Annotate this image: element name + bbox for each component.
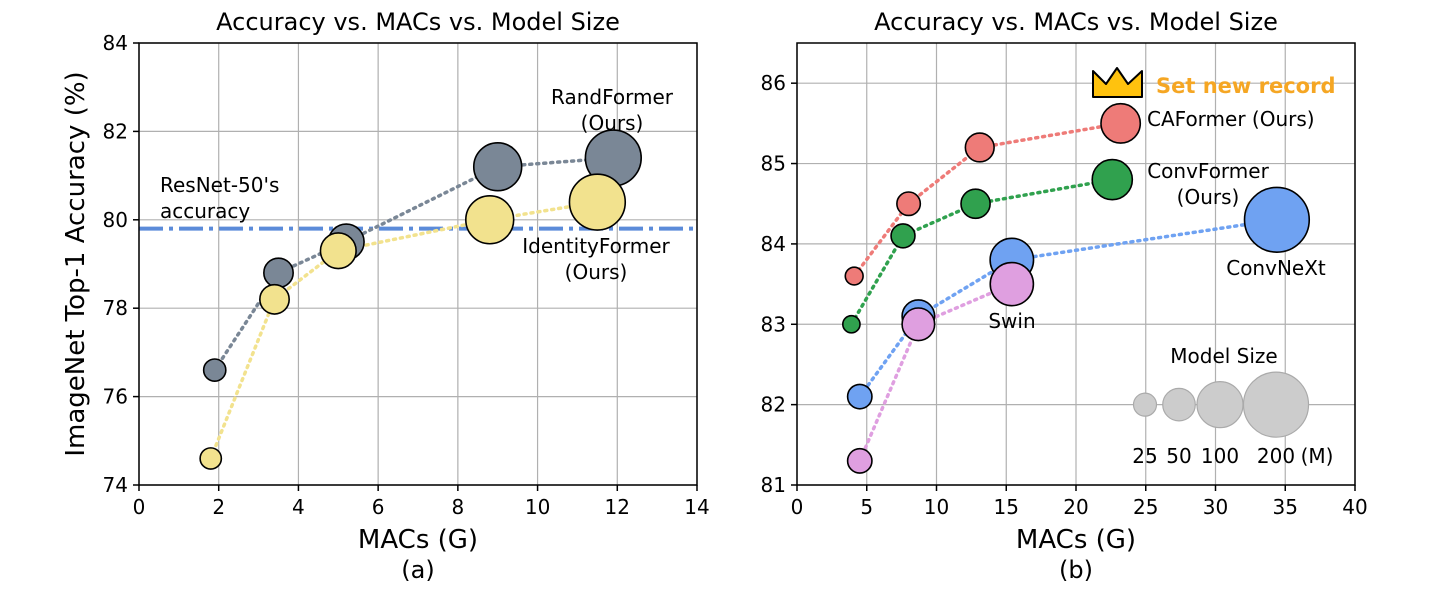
convformer-label-line-2: (Ours) [1177, 185, 1240, 209]
convformer-point [960, 188, 991, 220]
swin-point [989, 261, 1035, 307]
size-legend-label-50: 50 [1166, 444, 1191, 468]
identityformer-point [464, 195, 515, 245]
x-tick-label: 10 [924, 495, 949, 519]
convnext-line [858, 218, 1279, 399]
resnet-label-line-1: ResNet-50's [160, 173, 279, 197]
panel-b-subcaption: (b) [1059, 556, 1093, 584]
panel-b-chart: Accuracy vs. MACs vs. Model Size Model S… [761, 8, 1368, 584]
x-tick-label: 14 [684, 495, 709, 519]
record-label: Set new record [1156, 74, 1335, 98]
x-tick-label: 4 [292, 495, 305, 519]
panel-b-y-ticks: 81 82 83 84 85 86 [761, 71, 797, 497]
y-tick-label: 80 [103, 208, 128, 232]
identityformer-label-line-1: IdentityFormer [522, 234, 670, 258]
panel-a-chart: Accuracy vs. MACs vs. Model Size 0 2 4 6 8 10… [61, 8, 710, 584]
x-tick-label: 10 [525, 495, 550, 519]
caformer-ours-line [852, 121, 1123, 278]
x-tick-label: 35 [1273, 495, 1298, 519]
swin-point [846, 447, 873, 474]
size-legend-title: Model Size [1170, 344, 1277, 368]
x-tick-label: 0 [791, 495, 804, 519]
y-tick-label: 76 [103, 385, 128, 409]
size-legend-label-100: 100 [1201, 444, 1239, 468]
y-tick-label: 84 [103, 31, 128, 55]
size-legend-label-25: 25 [1132, 444, 1157, 468]
convnext-point [1243, 186, 1311, 253]
caformer-ours-point [964, 132, 995, 163]
x-tick-label: 40 [1342, 495, 1367, 519]
y-tick-label: 86 [761, 71, 786, 95]
y-tick-label: 74 [103, 473, 128, 497]
panel-a-x-ticks: 0 2 4 6 8 10 12 14 [133, 485, 710, 519]
x-tick-label: 8 [451, 495, 464, 519]
x-tick-label: 0 [133, 495, 146, 519]
y-tick-label: 78 [103, 296, 128, 320]
y-tick-label: 82 [103, 119, 128, 143]
caformer-ours-point [1100, 102, 1142, 144]
panel-a-frame [138, 42, 698, 486]
x-tick-label: 12 [605, 495, 630, 519]
caformer-ours-point [896, 191, 922, 217]
panel-b-series-lines [849, 121, 1279, 463]
size-legend-circle-100 [1196, 381, 1244, 429]
panel-b-points [841, 102, 1311, 474]
identityformer-point [259, 283, 290, 315]
swin-label: Swin [988, 309, 1035, 333]
x-tick-label: 15 [994, 495, 1019, 519]
convnext-label: ConvNeXt [1226, 256, 1326, 280]
size-legend-label-200: 200 [1257, 444, 1295, 468]
panel-a-points [199, 129, 642, 470]
size-legend-circle-50 [1162, 387, 1196, 422]
panel-a-x-axis-label: MACs (G) [358, 525, 478, 555]
randformer-label-line-1: RandFormer [551, 85, 674, 109]
identityformer-label-line-2: (Ours) [565, 260, 628, 284]
identityformer-point [568, 173, 627, 231]
size-legend: Model Size 25 50 100 200 (M) [1132, 344, 1333, 468]
size-legend-circles [1132, 371, 1310, 438]
x-tick-label: 2 [212, 495, 225, 519]
x-tick-label: 30 [1203, 495, 1228, 519]
convformer-point [1091, 158, 1134, 201]
randformer-point [263, 257, 294, 289]
panel-a-y-ticks: 74 76 78 80 82 84 [103, 31, 139, 497]
convnext-point [846, 383, 873, 410]
panel-b-title: Accuracy vs. MACs vs. Model Size [874, 8, 1278, 36]
convformer-point [841, 314, 861, 334]
convformer-line [849, 177, 1115, 327]
y-tick-label: 83 [761, 312, 786, 336]
caformer-label: CAFormer (Ours) [1147, 107, 1315, 131]
randformer-point [202, 358, 227, 382]
panel-a-subcaption: (a) [401, 556, 434, 584]
y-tick-label: 81 [761, 473, 786, 497]
panel-b-x-axis-label: MACs (G) [1016, 525, 1136, 555]
x-tick-label: 5 [860, 495, 873, 519]
size-legend-unit: (M) [1301, 444, 1334, 468]
randformer-point [472, 142, 523, 192]
x-tick-label: 20 [1063, 495, 1088, 519]
size-legend-circle-200 [1242, 371, 1310, 438]
identityformer-point [199, 447, 223, 470]
y-tick-label: 82 [761, 393, 786, 417]
panel-b-x-ticks: 0 5 10 15 20 25 30 35 40 [791, 485, 1368, 519]
convformer-point [890, 223, 916, 249]
randformer-label-line-2: (Ours) [581, 111, 644, 135]
resnet-label-line-2: accuracy [160, 199, 250, 223]
caformer-ours-point [844, 266, 864, 286]
crown-icon [1092, 67, 1143, 98]
y-tick-label: 84 [761, 232, 786, 256]
x-tick-label: 25 [1133, 495, 1158, 519]
panel-a-y-axis-label: ImageNet Top-1 Accuracy (%) [61, 71, 91, 456]
convformer-label-line-1: ConvFormer [1147, 159, 1269, 183]
size-legend-circle-25 [1132, 392, 1158, 417]
swin-point [901, 307, 936, 342]
y-tick-label: 85 [761, 152, 786, 176]
identityformer-point [319, 232, 357, 270]
panel-a-title: Accuracy vs. MACs vs. Model Size [216, 8, 620, 36]
x-tick-label: 6 [372, 495, 385, 519]
